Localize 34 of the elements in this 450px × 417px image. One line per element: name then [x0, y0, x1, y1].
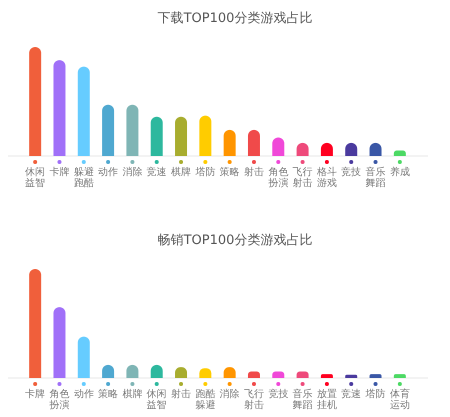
- x-tick-label: 音乐舞蹈: [292, 388, 313, 411]
- x-tick-label: 塔防: [364, 388, 386, 400]
- x-tick-label: 放置挂机: [316, 388, 337, 411]
- x-tick-label: 射击: [171, 388, 192, 400]
- x-tick-label: 动作: [74, 389, 94, 400]
- x-tick-label: 音乐舞蹈: [366, 166, 386, 189]
- x-tick-label: 策略: [98, 388, 118, 400]
- x-tick-label: 消除: [122, 166, 142, 178]
- x-tick-label: 竞技: [341, 166, 362, 178]
- x-tick-label: 卡牌: [49, 166, 70, 178]
- x-tick-label: 卡牌: [25, 388, 46, 400]
- chart-title: 下载TOP100分类游戏占比: [158, 11, 312, 26]
- x-tick-label: 躲避跑酷: [74, 166, 94, 189]
- x-tick-label: 消除: [220, 388, 240, 400]
- chart-title: 畅销TOP100分类游戏占比: [158, 233, 312, 248]
- x-tick-label: 体育运动: [390, 388, 410, 411]
- x-tick-label: 塔防: [194, 166, 216, 178]
- x-tick-label: 跑酷躲避: [195, 388, 216, 411]
- x-tick-label: 角色扮演: [267, 166, 288, 189]
- x-tick-label: 养成: [390, 166, 410, 178]
- x-tick-label: 竞速: [341, 388, 362, 400]
- x-tick-label: 竞速: [146, 166, 167, 178]
- x-tick-label: 飞行射击: [292, 167, 313, 189]
- x-tick-label: 棋牌: [171, 166, 192, 178]
- x-tick-label: 休闲益智: [146, 388, 167, 411]
- x-tick-label: 飞行射击: [244, 389, 264, 411]
- x-tick-label: 策略: [220, 166, 240, 178]
- x-tick-label: 射击: [244, 166, 264, 178]
- x-tick-label: 格斗游戏: [316, 166, 337, 189]
- x-tick-label: 棋牌: [122, 388, 142, 400]
- x-tick-label: 动作: [98, 167, 118, 178]
- x-tick-label: 竞技: [268, 388, 288, 400]
- x-tick-label: 休闲益智: [25, 166, 46, 189]
- x-tick-label: 角色扮演: [48, 388, 70, 411]
